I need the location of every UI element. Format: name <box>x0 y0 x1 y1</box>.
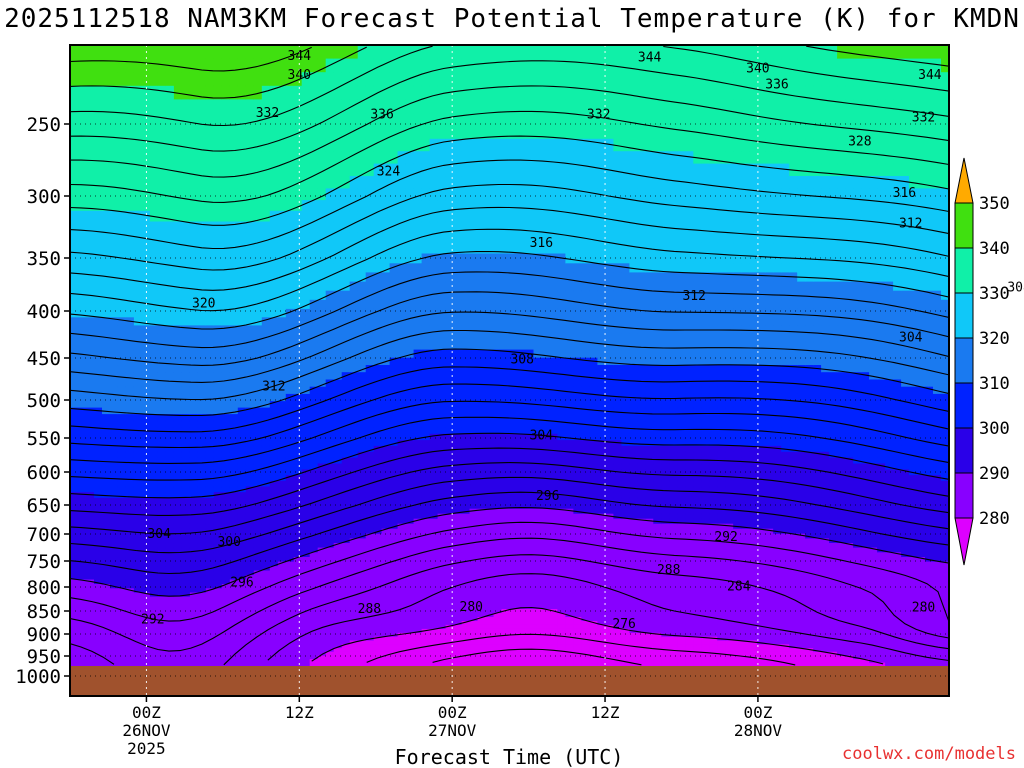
colorbar-segment <box>954 202 974 249</box>
contour-label: 296 <box>536 489 559 504</box>
contour-label: 292 <box>141 612 164 627</box>
y-tick-label: 600 <box>27 462 61 484</box>
grid-lines <box>70 45 949 696</box>
colorbar-segment <box>954 382 974 429</box>
contour-label: 344 <box>918 68 942 83</box>
colorbar-tick-label: 300 <box>979 419 1010 439</box>
theta-field <box>70 45 949 696</box>
y-tick-label: 850 <box>27 601 61 623</box>
chart-title: 2025112518 NAM3KM Forecast Potential Tem… <box>4 4 1020 34</box>
contour-label: 320 <box>192 297 215 312</box>
y-tick-label: 300 <box>27 186 61 208</box>
contour-label: 344 <box>288 49 312 64</box>
contour-label: 300 <box>217 535 240 550</box>
y-tick-label: 750 <box>27 551 61 573</box>
contour-label: 304 <box>530 429 554 444</box>
y-tick-label: 450 <box>27 348 61 370</box>
x-tick-label: 12Z <box>285 703 314 722</box>
y-tick-label: 800 <box>27 577 61 599</box>
contour-label: 328 <box>848 134 871 149</box>
y-axis: 2503003504004505005506006507007508008509… <box>15 114 70 688</box>
x-axis-title: Forecast Time (UTC) <box>395 745 624 768</box>
x-tick-label: 00Z <box>438 703 467 722</box>
y-tick-label: 1000 <box>15 666 61 688</box>
x-tick-label: 2025 <box>127 739 166 758</box>
colorbar-tick-label: 330 <box>979 284 1010 304</box>
contour-label: 344 <box>638 51 662 66</box>
contour-label: 316 <box>530 236 553 251</box>
contour-label: 308 <box>1007 281 1024 296</box>
contour-labels: 3443403323363443403363323443323283243203… <box>141 49 1024 632</box>
y-tick-label: 400 <box>27 301 61 323</box>
contour-label: 284 <box>727 579 751 594</box>
y-tick-label: 250 <box>27 114 61 136</box>
y-tick-label: 350 <box>27 248 61 270</box>
contour-label: 296 <box>230 575 253 590</box>
y-tick-label: 500 <box>27 390 61 412</box>
plot-frame <box>69 44 950 697</box>
contour-label: 324 <box>377 165 401 180</box>
x-tick-label: 27NOV <box>428 721 477 740</box>
contour-label: 332 <box>256 106 279 121</box>
contour-label: 312 <box>682 289 705 304</box>
contour-label: 308 <box>510 353 533 368</box>
colorbar: 280 290 300 310 320 330 340 350 <box>954 157 1010 566</box>
contour-label: 316 <box>893 186 916 201</box>
y-tick-label: 950 <box>27 646 61 668</box>
colorbar-tick-label: 290 <box>979 464 1010 484</box>
x-tick-label: 00Z <box>743 703 772 722</box>
contour-label: 312 <box>899 216 922 231</box>
x-tick-label: 28NOV <box>734 721 783 740</box>
contour-label: 280 <box>460 600 483 615</box>
y-tick-label: 650 <box>27 495 61 517</box>
contour-label: 336 <box>370 108 393 123</box>
contour-label: 292 <box>714 530 737 545</box>
credit-text: coolwx.com/models <box>842 744 1016 764</box>
colorbar-under-arrow <box>954 517 974 566</box>
contour-label: 280 <box>912 601 935 616</box>
contour-label: 276 <box>612 617 635 632</box>
x-tick-label: 26NOV <box>122 721 171 740</box>
contour-label: 332 <box>912 111 935 126</box>
x-tick-label: 00Z <box>132 703 161 722</box>
colorbar-tick-label: 280 <box>979 509 1010 529</box>
ground-surface <box>70 666 949 696</box>
colorbar-over-arrow <box>954 157 974 204</box>
colorbar-segment <box>954 472 974 519</box>
contour-label: 312 <box>262 380 285 395</box>
contour-label: 304 <box>899 330 923 345</box>
x-tick-label: 12Z <box>591 703 620 722</box>
colorbar-tick-label: 310 <box>979 374 1010 394</box>
contour-label: 332 <box>587 108 610 123</box>
y-tick-label: 700 <box>27 524 61 546</box>
contour-label: 304 <box>147 527 171 542</box>
colorbar-tick-label: 340 <box>979 239 1010 259</box>
colorbar-tick-label: 350 <box>979 194 1010 214</box>
contour-label: 340 <box>288 68 311 83</box>
colorbar-tick-label: 320 <box>979 329 1010 349</box>
contour-label: 340 <box>746 62 769 77</box>
contour-label: 336 <box>765 78 788 93</box>
colorbar-segment <box>954 292 974 339</box>
y-tick-label: 900 <box>27 624 61 646</box>
colorbar-segment <box>954 427 974 474</box>
contour-label: 288 <box>358 602 381 617</box>
contour-label: 288 <box>657 563 680 578</box>
colorbar-segment <box>954 247 974 294</box>
colorbar-segment <box>954 337 974 384</box>
y-tick-label: 550 <box>27 428 61 450</box>
